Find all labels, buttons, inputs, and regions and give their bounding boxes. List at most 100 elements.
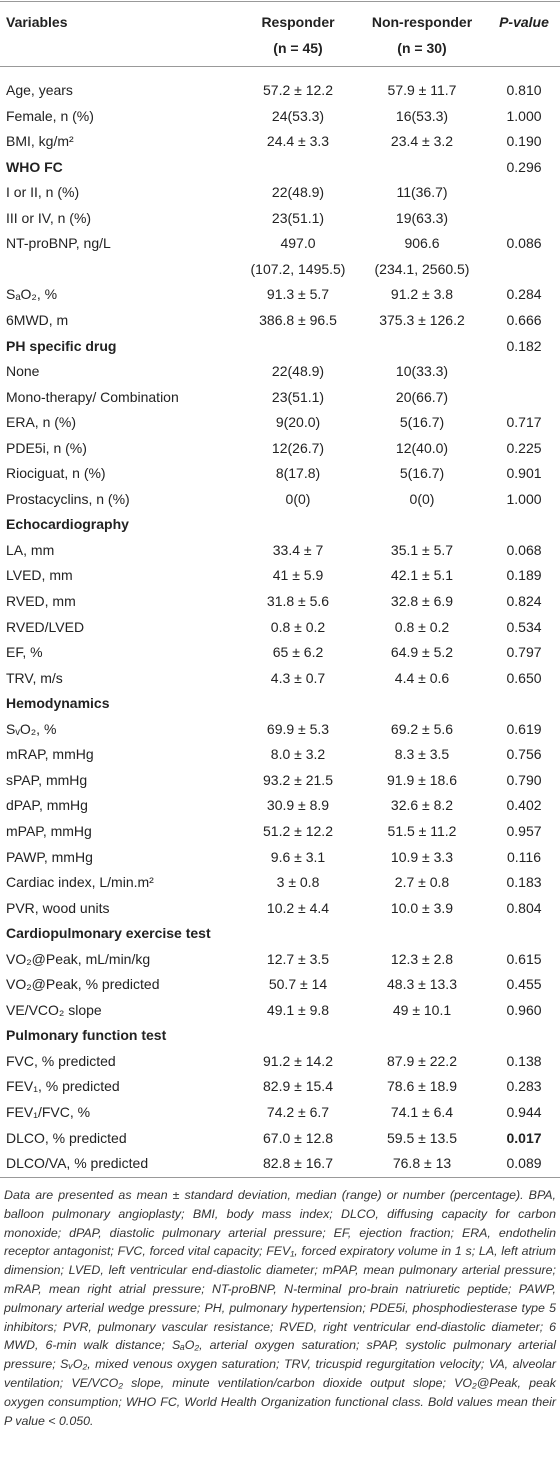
p-value-cell: 0.068 (506, 541, 542, 558)
row-label: NT-proBNP, ng/L (6, 235, 111, 252)
responder-cell: 497.0 (280, 235, 316, 252)
header-rule (0, 66, 560, 67)
responder-cell: 8(17.8) (275, 465, 321, 482)
non-responder-cell: 12(40.0) (395, 439, 449, 456)
responder-cell: 82.9 ± 15.4 (263, 1078, 333, 1095)
row-label: RVED, mm (6, 593, 76, 609)
responder-cell: 67.0 ± 12.8 (263, 1129, 333, 1146)
bottom-rule (0, 1177, 560, 1178)
responder-cell: 4.3 ± 0.7 (270, 669, 326, 686)
p-value-cell: 0.615 (506, 950, 542, 967)
top-rule (0, 1, 560, 2)
p-value-cell: 0.116 (507, 848, 541, 865)
row-label: Riociguat, n (%) (6, 465, 106, 482)
non-responder-cell: 11(36.7) (396, 184, 448, 201)
section-label: PH specific drug (6, 337, 117, 354)
section-label: Hemodynamics (6, 695, 110, 712)
non-responder-cell: 906.6 (404, 235, 440, 252)
header-cell: Variables (6, 14, 68, 30)
responder-cell: 50.7 ± 14 (268, 976, 328, 993)
section-label: Echocardiography (6, 516, 129, 533)
non-responder-cell: 375.3 ± 126.2 (379, 311, 465, 328)
row-label: LA, mm (6, 541, 55, 558)
responder-cell: 9(20.0) (275, 414, 321, 431)
responder-cell: 24.4 ± 3.3 (266, 133, 330, 150)
row-label: III or IV, n (%) (6, 209, 92, 226)
non-responder-cell: 87.9 ± 22.2 (387, 1052, 457, 1069)
row-label: Prostacyclins, n (%) (6, 490, 130, 507)
p-value-cell: 0.804 (506, 899, 542, 916)
responder-cell: 9.6 ± 3.1 (270, 848, 326, 865)
responder-cell: 33.4 ± 7 (272, 541, 324, 558)
non-responder-cell: 16(53.3) (395, 107, 449, 124)
row-label: Cardiac index, L/min.m² (6, 874, 154, 891)
p-value-cell: 0.756 (506, 746, 542, 763)
responder-cell: 12.7 ± 3.5 (266, 950, 330, 967)
p-value-cell: 0.017 (506, 1129, 542, 1146)
header-cell: P-value (499, 14, 549, 30)
p-value-cell: 0.619 (506, 720, 542, 737)
header-cell: (n = 45) (273, 40, 323, 56)
non-responder-cell: 69.2 ± 5.6 (390, 720, 454, 737)
non-responder-cell: 19(63.3) (395, 209, 449, 226)
section-label: WHO FC (6, 158, 63, 175)
non-responder-cell: 78.6 ± 18.9 (387, 1078, 457, 1095)
row-label: Mono-therapy/ Combination (6, 388, 179, 405)
responder-cell: 74.2 ± 6.7 (266, 1104, 330, 1120)
non-responder-cell: 10.0 ± 3.9 (390, 899, 454, 916)
row-label: VO₂@Peak, mL/min/kg (6, 950, 151, 967)
header-cell: Non-responder (371, 14, 473, 30)
p-value-cell: 0.225 (506, 439, 542, 456)
non-responder-cell: 2.7 ± 0.8 (394, 874, 450, 891)
section-label: Pulmonary function test (6, 1027, 167, 1044)
non-responder-cell: 10.9 ± 3.3 (390, 848, 454, 865)
p-value-cell: 0.455 (506, 976, 542, 993)
responder-cell: 3 ± 0.8 (276, 874, 320, 891)
row-label: FVC, % predicted (6, 1052, 116, 1069)
row-label: PVR, wood units (6, 899, 110, 916)
p-value-cell: 1.000 (506, 107, 542, 124)
p-value-cell: 0.901 (506, 465, 542, 482)
row-label: BMI, kg/m² (6, 133, 74, 150)
responder-cell: 65 ± 6.2 (272, 644, 324, 661)
non-responder-cell: 0(0) (409, 490, 435, 507)
non-responder-cell: 76.8 ± 13 (392, 1155, 452, 1172)
non-responder-cell: 20(66.7) (395, 388, 449, 405)
responder-cell: 41 ± 5.9 (272, 567, 324, 584)
non-responder-cell: 10(33.3) (395, 363, 449, 380)
row-label: VE/VCO₂ slope (6, 1001, 102, 1018)
p-value-cell: 0.402 (506, 797, 542, 814)
non-responder-cell: 32.6 ± 8.2 (390, 797, 454, 814)
p-value-cell: 0.089 (506, 1155, 542, 1172)
responder-cell: 8.0 ± 3.2 (270, 746, 326, 763)
p-value-cell: 0.296 (506, 158, 542, 175)
p-value-cell: 0.944 (506, 1104, 542, 1120)
responder-cell: 49.1 ± 9.8 (266, 1001, 330, 1018)
p-value-cell: 1.000 (506, 490, 542, 507)
row-label: SₐO₂, % (6, 286, 58, 303)
non-responder-cell: 32.8 ± 6.9 (390, 593, 454, 609)
row-label: sPAP, mmHg (6, 771, 88, 788)
p-value-cell: 0.190 (506, 133, 542, 150)
p-value-cell: 0.284 (506, 286, 542, 303)
non-responder-cell: 5(16.7) (399, 414, 445, 431)
responder-cell: 30.9 ± 8.9 (266, 797, 330, 814)
non-responder-cell: 0.8 ± 0.2 (394, 618, 450, 635)
row-label: mPAP, mmHg (6, 822, 92, 839)
responder-cell: 91.2 ± 14.2 (263, 1052, 333, 1069)
responder-cell: 31.8 ± 5.6 (266, 593, 330, 609)
non-responder-cell: 57.9 ± 11.7 (387, 82, 457, 98)
responder-cell: 91.3 ± 5.7 (266, 286, 330, 303)
row-label: dPAP, mmHg (6, 797, 88, 814)
non-responder-cell: 91.9 ± 18.6 (387, 771, 457, 788)
responder-cell: 82.8 ± 16.7 (263, 1155, 333, 1172)
row-label: mRAP, mmHg (6, 746, 94, 763)
responder-cell: 12(26.7) (271, 439, 325, 456)
section-label: Cardiopulmonary exercise test (6, 925, 211, 942)
p-value-cell: 0.960 (506, 1001, 542, 1018)
non-responder-cell: 5(16.7) (399, 465, 445, 482)
p-value-cell: 0.717 (506, 414, 542, 431)
p-value-cell: 0.957 (506, 822, 542, 839)
row-label: FEV₁, % predicted (6, 1078, 120, 1095)
